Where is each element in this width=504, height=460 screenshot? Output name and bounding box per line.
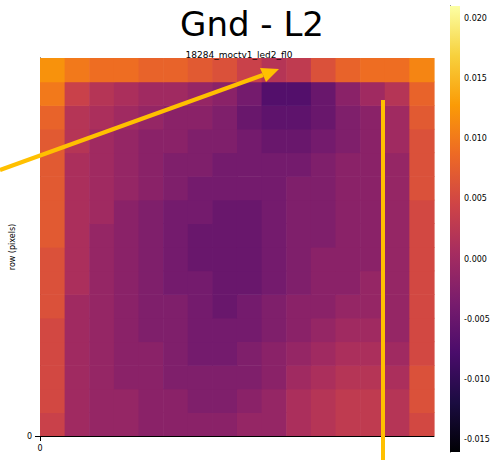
svg-text:0.020: 0.020	[464, 14, 487, 23]
svg-text:0: 0	[37, 444, 42, 453]
svg-text:row (pixels): row (pixels)	[8, 224, 17, 270]
svg-text:Gnd - L2: Gnd - L2	[180, 4, 324, 44]
svg-text:0.000: 0.000	[464, 255, 487, 264]
svg-text:0.005: 0.005	[464, 194, 487, 203]
svg-text:0: 0	[27, 432, 32, 441]
svg-text:0.015: 0.015	[464, 74, 487, 83]
svg-text:0.010: 0.010	[464, 134, 487, 143]
svg-text:-0.005: -0.005	[464, 315, 490, 324]
svg-text:18284_moctv1_led2_fl0: 18284_moctv1_led2_fl0	[186, 50, 293, 60]
svg-text:-0.015: -0.015	[464, 435, 490, 444]
svg-text:-0.010: -0.010	[464, 375, 490, 384]
